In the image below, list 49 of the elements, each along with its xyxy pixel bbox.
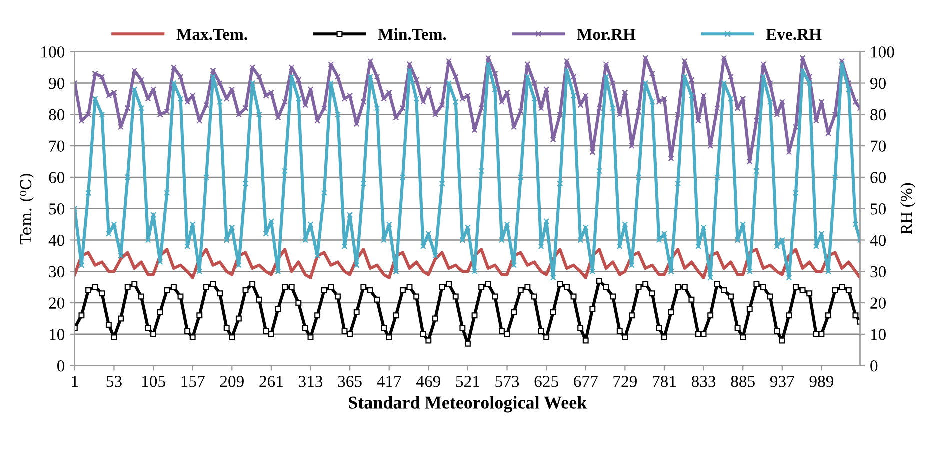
x-tick-label: 1 [72, 376, 78, 388]
x-tick-label: 729 [614, 376, 637, 388]
x-tick-label: 157 [182, 376, 205, 388]
legend-label: Eve.RH [766, 29, 822, 40]
legend-label: Max.Tem. [176, 29, 248, 40]
y2-tick-label: 60 [870, 172, 886, 184]
y2-tick-label: 0 [870, 360, 878, 372]
y-tick-label: 50 [50, 204, 65, 215]
x-tick-label: 469 [416, 376, 440, 388]
legend-label: Min.Tem. [378, 28, 446, 40]
x-tick-label: 625 [534, 376, 558, 388]
y-tick-label: 10 [50, 329, 65, 340]
x-tick-label: 209 [220, 376, 244, 388]
x-tick-label: 573 [496, 376, 520, 388]
y-axis-title: Tem. (⁰C) [20, 174, 34, 245]
y-tick-label: 90 [49, 78, 65, 90]
y2-tick-label: 80 [870, 109, 886, 121]
x-tick-label: 417 [377, 376, 402, 388]
y2-tick-label: 50 [870, 204, 886, 215]
y2-tick-label: 70 [871, 140, 886, 152]
x-tick-label: 53 [106, 376, 122, 388]
y-tick-label: 80 [49, 109, 65, 121]
x-tick-label: 989 [810, 376, 834, 388]
y-tick-label: 20 [49, 298, 65, 309]
y2-axis-title: RH (%) [900, 183, 916, 235]
x-tick-label: 313 [299, 376, 323, 388]
y2-tick-label: 30 [870, 266, 886, 278]
y2-tick-label: 20 [870, 298, 886, 309]
y-tick-label: 70 [50, 140, 65, 152]
x-tick-label: 781 [653, 376, 676, 388]
y-tick-label: 60 [49, 172, 65, 184]
y2-tick-label: 10 [871, 329, 886, 340]
y2-tick-label: 90 [870, 78, 886, 90]
x-tick-label: 521 [456, 376, 480, 388]
y-tick-label: 100 [42, 46, 65, 58]
y2-tick-label: 40 [870, 234, 886, 246]
y-tick-label: 0 [58, 360, 65, 372]
legend-label: Mor.RH [577, 29, 636, 40]
y-tick-label: 40 [48, 234, 65, 246]
x-tick-label: 937 [770, 376, 794, 388]
y2-tick-label: 100 [871, 46, 894, 58]
y-tick-label: 30 [49, 266, 65, 278]
x-tick-label: 833 [692, 376, 716, 388]
x-tick-label: 105 [142, 376, 166, 388]
x-tick-label: 885 [731, 376, 755, 388]
x-axis-title: Standard Meteorological Week [349, 396, 588, 413]
x-tick-label: 365 [338, 376, 362, 388]
x-tick-label: 261 [260, 376, 283, 388]
x-tick-label: 677 [574, 376, 598, 388]
